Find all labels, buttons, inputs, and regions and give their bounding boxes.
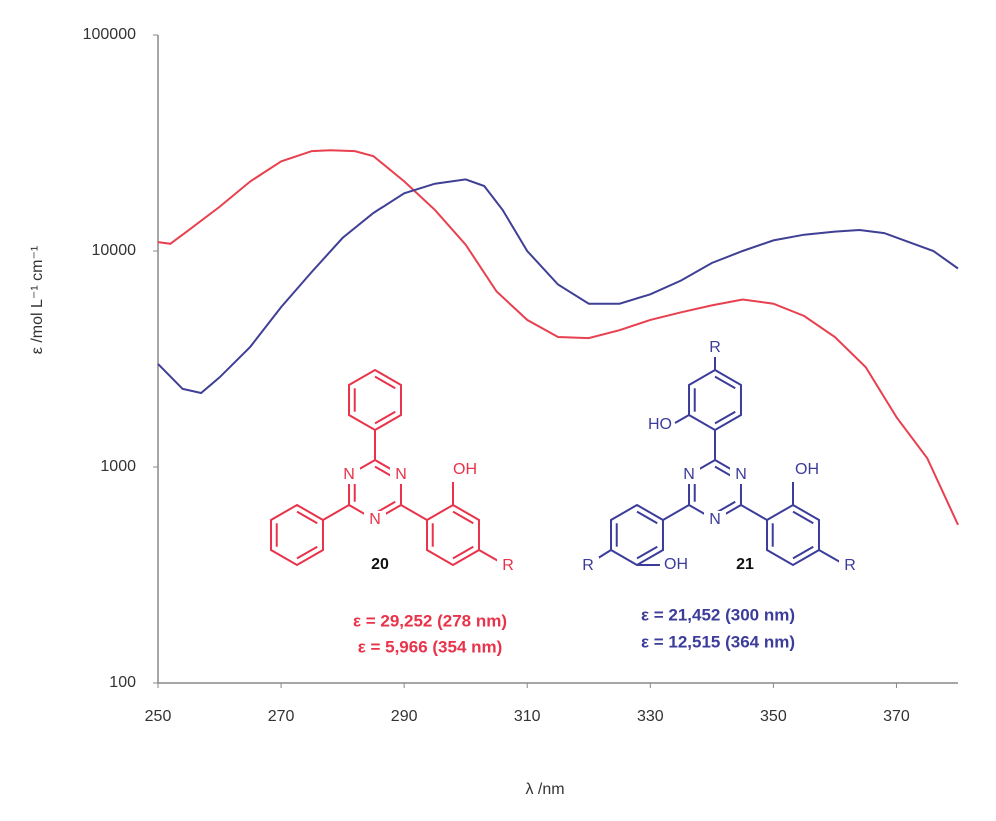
bond: [740, 504, 768, 521]
x-tick-label: 310: [514, 708, 541, 725]
data-line: [157, 149, 959, 526]
double-bond: [374, 410, 396, 425]
bond: [478, 549, 501, 563]
atom-bg: [338, 466, 361, 484]
double-bond: [452, 545, 474, 560]
double-bond: [296, 545, 318, 560]
bond: [322, 504, 350, 521]
ring: [348, 368, 402, 432]
atom-bg: [649, 416, 671, 434]
bond: [400, 504, 428, 521]
atom-bg: [497, 557, 519, 575]
x-tick-label: 330: [637, 708, 664, 725]
double-bond: [792, 510, 814, 525]
ring: [688, 368, 742, 432]
bond: [662, 504, 690, 521]
atom-label: R: [502, 557, 514, 574]
atom-label: HO: [648, 416, 672, 433]
ring: [426, 503, 480, 567]
compound-label: 20: [371, 556, 389, 573]
atom-bg: [678, 466, 701, 484]
atom-label: OH: [664, 556, 688, 573]
atom-label: R: [709, 339, 721, 356]
atom-label: N: [683, 466, 695, 483]
ring: [610, 503, 664, 567]
y-tick-label: 100: [109, 674, 136, 691]
annotation: ε = 21,452 (300 nm): [641, 605, 795, 624]
atom-label: OH: [795, 461, 819, 478]
atom-label: N: [343, 466, 355, 483]
ring: [766, 503, 820, 567]
x-tick-label: 350: [760, 708, 787, 725]
annotation: ε = 12,515 (364 nm): [641, 632, 795, 651]
atom-label: N: [709, 511, 721, 528]
atom-bg: [839, 557, 861, 575]
double-bond: [714, 375, 736, 390]
double-bond: [636, 545, 658, 560]
atom-bg: [454, 461, 476, 479]
atom-label: N: [369, 511, 381, 528]
atom-bg: [704, 339, 726, 357]
y-tick-label: 1000: [100, 458, 136, 475]
compound-label: 21: [736, 556, 754, 573]
y-axis-title: ε /mol L⁻¹ cm⁻¹: [29, 246, 46, 354]
atom-bg: [364, 511, 386, 529]
atom-bg: [577, 557, 599, 575]
annotation: ε = 5,966 (354 nm): [358, 637, 503, 656]
atom-label: N: [395, 466, 407, 483]
double-bond: [452, 510, 474, 525]
atom-label: N: [735, 466, 747, 483]
double-bond: [374, 375, 396, 390]
bond: [818, 549, 841, 563]
double-bond: [792, 545, 814, 560]
x-tick-label: 370: [883, 708, 910, 725]
double-bond: [714, 410, 736, 425]
double-bond: [636, 510, 658, 525]
double-bond: [296, 510, 318, 525]
atom-label: R: [582, 557, 594, 574]
y-tick-label: 10000: [92, 242, 137, 259]
atom-bg: [389, 466, 412, 484]
bond: [674, 414, 690, 424]
atom-bg: [704, 511, 726, 529]
ring: [270, 503, 324, 567]
y-tick-label: 100000: [83, 26, 136, 43]
atom-bg: [665, 556, 687, 574]
data-line: [157, 178, 959, 395]
x-axis-title: λ /nm: [525, 781, 564, 798]
x-tick-label: 250: [145, 708, 172, 725]
x-tick-label: 290: [391, 708, 418, 725]
atom-bg: [729, 466, 752, 484]
atom-label: R: [844, 557, 856, 574]
atom-bg: [796, 461, 818, 479]
atom-label: OH: [453, 461, 477, 478]
annotation: ε = 29,252 (278 nm): [353, 611, 507, 630]
x-tick-label: 270: [268, 708, 295, 725]
